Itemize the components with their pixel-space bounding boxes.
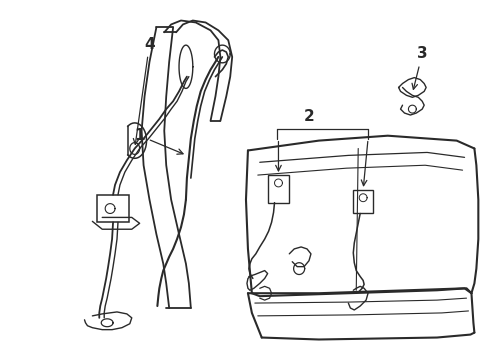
Text: 1: 1: [134, 128, 183, 154]
Text: 4: 4: [133, 37, 155, 144]
Bar: [352, 190, 372, 213]
Bar: [267, 175, 289, 203]
Text: 2: 2: [303, 108, 314, 123]
Text: 3: 3: [411, 46, 427, 89]
